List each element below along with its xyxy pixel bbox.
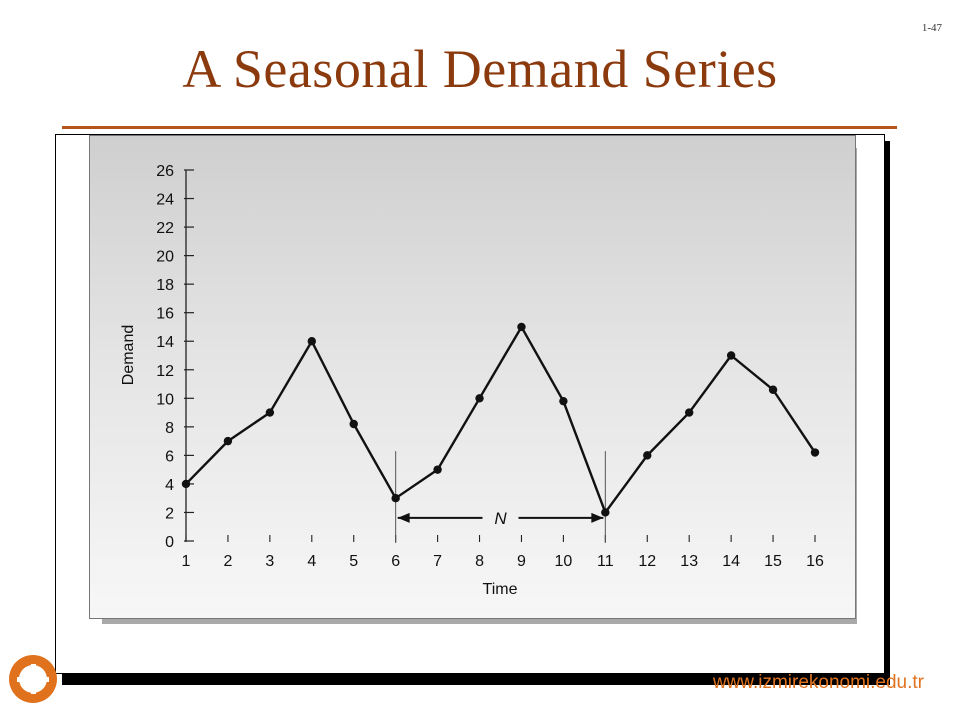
x-tick-label: 11: [597, 553, 614, 570]
demand-data-point: [768, 385, 778, 394]
period-arrowhead-right: [591, 512, 604, 523]
x-tick-label: 15: [764, 553, 782, 570]
y-tick-label: 10: [156, 391, 174, 408]
x-tick-label: 13: [680, 553, 698, 570]
x-tick-label: 10: [555, 553, 573, 570]
title-rule: [62, 126, 897, 129]
demand-data-point: [265, 408, 275, 417]
demand-data-point: [601, 508, 610, 517]
demand-series-line: [185, 325, 816, 514]
y-tick-label: 6: [165, 448, 174, 465]
demand-data-point: [181, 479, 191, 489]
x-tick-label: 3: [265, 553, 274, 570]
y-tick-label: 12: [156, 363, 174, 380]
demand-data-point: [810, 448, 820, 457]
y-tick-label: 4: [165, 477, 174, 494]
x-tick-label: 1: [182, 553, 191, 570]
footer-url: www.izmirekonomi.edu.tr: [712, 672, 924, 693]
y-tick-label: 18: [156, 277, 174, 294]
y-tick-label: 0: [165, 534, 174, 551]
y-tick-label: 24: [156, 192, 174, 209]
x-tick-label: 7: [433, 553, 442, 570]
x-tick-label: 5: [349, 553, 358, 570]
y-tick-label: 26: [156, 163, 174, 180]
demand-data-point: [349, 419, 358, 429]
marks-layer: [181, 322, 820, 543]
x-axis-label: Time: [483, 581, 518, 598]
demand-data-point: [475, 394, 484, 403]
y-tick-label: 8: [165, 420, 174, 437]
x-tick-label: 9: [517, 553, 526, 570]
demand-data-point: [517, 322, 526, 332]
demand-data-point: [643, 451, 652, 460]
x-tick-label: 12: [638, 553, 656, 570]
y-tick-label: 20: [156, 249, 174, 266]
y-tick-label: 2: [165, 505, 174, 522]
demand-data-point: [433, 465, 442, 474]
demand-data-point: [685, 408, 694, 417]
university-logo-icon: [9, 655, 57, 703]
period-arrowhead-left: [397, 512, 410, 523]
x-tick-label: 8: [475, 553, 484, 570]
x-tick-label: 2: [223, 553, 232, 570]
y-axis-label: Demand: [120, 325, 137, 385]
y-tick-label: 16: [156, 306, 174, 323]
x-tick-label: 4: [307, 553, 316, 570]
x-tick-label: 16: [806, 553, 824, 570]
period-annotation-label: N: [494, 509, 507, 528]
y-tick-label: 22: [156, 220, 174, 237]
demand-data-point: [559, 396, 568, 406]
slide-title: A Seasonal Demand Series: [182, 39, 778, 99]
slide-number: 1-47: [921, 22, 942, 34]
chart-card: [89, 135, 856, 619]
demand-data-point: [307, 337, 316, 346]
demand-data-point: [391, 493, 400, 503]
x-tick-label: 14: [722, 553, 740, 570]
x-tick-label: 6: [391, 553, 400, 570]
demand-data-point: [223, 436, 233, 446]
y-tick-label: 14: [156, 334, 174, 351]
demand-data-point: [726, 351, 736, 360]
